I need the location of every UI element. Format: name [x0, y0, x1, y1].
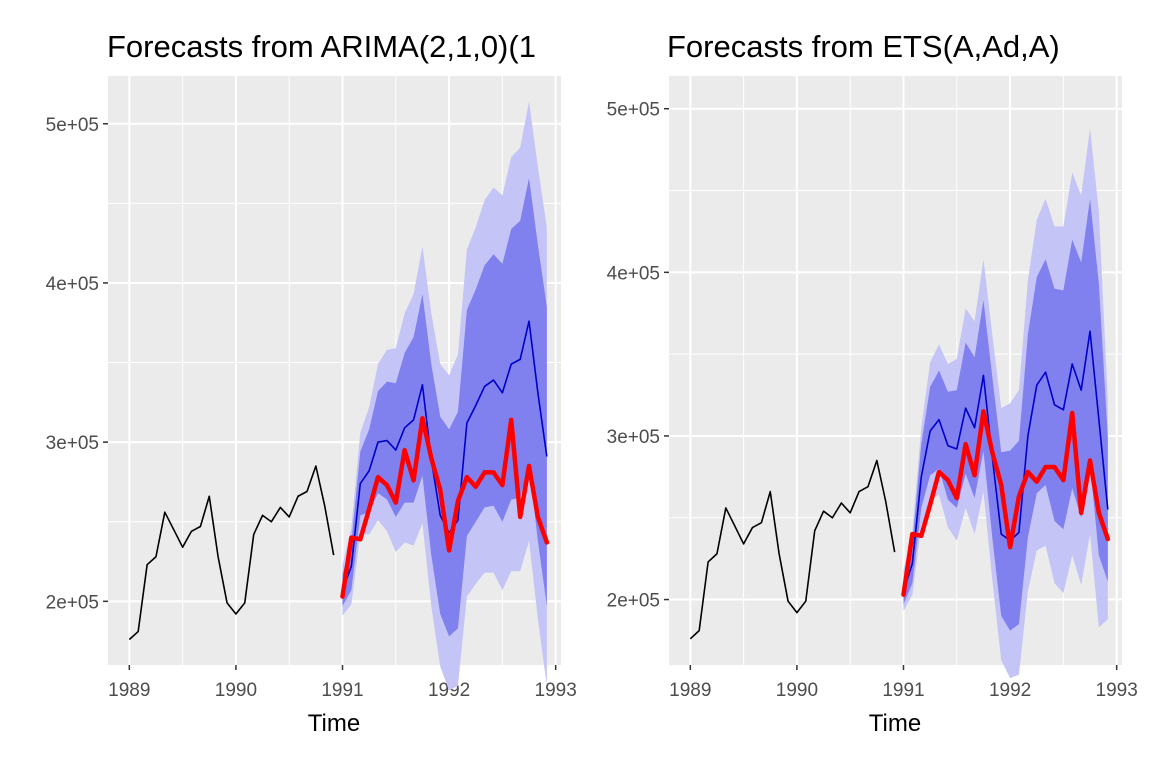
- right-forecast-mean-line: [902, 330, 1109, 592]
- right-plot-area: 1989 1990 1991 1992 1993 2e+05 3e+05 4e+05 5e+05: [607, 76, 1138, 701]
- left-x-tick-label: 1990: [215, 680, 257, 701]
- right-chart-panel: Forecasts from ETS(A,Ad,A) 1989 1990 1991 1…: [607, 29, 1138, 737]
- right-history-line: [689, 459, 896, 640]
- left-x-axis-title: Time: [308, 710, 360, 737]
- right-y-tick-label: 4e+05: [607, 263, 660, 284]
- left-y-tick-label: 3e+05: [46, 433, 99, 454]
- left-y-tick-label: 4e+05: [46, 274, 99, 295]
- right-x-axis-title: Time: [869, 710, 921, 737]
- right-actual-line: [901, 409, 1111, 597]
- left-history-line: [128, 465, 335, 641]
- right-band-80: [903, 198, 1108, 631]
- left-x-tick-label: 1992: [428, 680, 470, 701]
- right-x-tick-label: 1993: [1096, 680, 1138, 701]
- left-x-tick-label: 1993: [535, 680, 577, 701]
- left-chart-panel: Forecasts from ARIMA(2,1,0)(1 1989 1990 19…: [46, 29, 577, 737]
- left-x-tick-label: 1989: [108, 680, 150, 701]
- left-actual-line: [340, 416, 550, 599]
- right-y-tick-label: 2e+05: [607, 591, 660, 612]
- right-y-tick-label: 5e+05: [607, 100, 660, 121]
- right-x-tick-label: 1991: [882, 680, 924, 701]
- left-x-tick-label: 1991: [321, 680, 363, 701]
- left-band-95: [342, 101, 547, 691]
- right-chart-title: Forecasts from ETS(A,Ad,A): [667, 29, 1060, 64]
- left-y-tick-label: 2e+05: [46, 592, 99, 613]
- left-band-80: [342, 177, 547, 637]
- right-x-tick-label: 1990: [776, 680, 818, 701]
- right-x-tick-label: 1989: [669, 680, 711, 701]
- left-y-tick-label: 5e+05: [46, 115, 99, 136]
- right-y-tick-label: 3e+05: [607, 427, 660, 448]
- left-plot-area: 1989 1990 1991 1992 1993 2e+05 3e+05 4e+05 5e+05: [46, 76, 577, 701]
- right-x-tick-label: 1992: [989, 680, 1031, 701]
- right-band-95: [903, 128, 1108, 679]
- left-chart-title: Forecasts from ARIMA(2,1,0)(1: [107, 29, 536, 64]
